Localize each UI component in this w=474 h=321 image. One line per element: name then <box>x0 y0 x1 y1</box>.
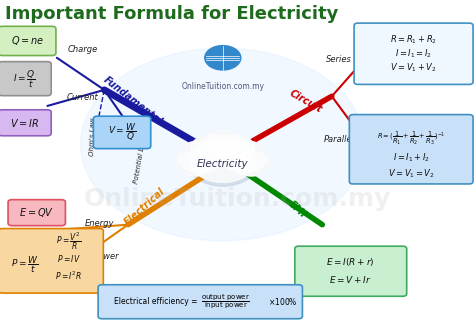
Circle shape <box>215 135 255 162</box>
Text: Parallel: Parallel <box>323 135 355 144</box>
Circle shape <box>178 141 225 173</box>
Text: $E = QV$: $E = QV$ <box>19 206 54 219</box>
FancyBboxPatch shape <box>354 23 473 84</box>
Circle shape <box>204 130 242 156</box>
Text: $P = I^2R$: $P = I^2R$ <box>55 270 82 282</box>
Text: OnlineTuition.com.my: OnlineTuition.com.my <box>181 82 264 91</box>
Text: Potential Difference: Potential Difference <box>133 115 151 184</box>
Text: $P = \dfrac{W}{t}$: $P = \dfrac{W}{t}$ <box>11 255 38 275</box>
FancyBboxPatch shape <box>349 115 473 184</box>
Text: Ohm's Law: Ohm's Law <box>89 117 96 156</box>
FancyBboxPatch shape <box>98 285 302 319</box>
Text: $R = R_1 + R_2$: $R = R_1 + R_2$ <box>390 34 437 46</box>
Text: $V = V_1 = V_2$: $V = V_1 = V_2$ <box>388 167 435 179</box>
FancyBboxPatch shape <box>0 110 51 136</box>
Text: $\dfrac{\mathrm{output\ power}}{\mathrm{input\ power}}$: $\dfrac{\mathrm{output\ power}}{\mathrm{… <box>201 293 250 311</box>
Text: Electricity: Electricity <box>197 159 248 169</box>
FancyBboxPatch shape <box>8 200 65 226</box>
Circle shape <box>220 141 268 173</box>
Circle shape <box>215 135 255 162</box>
Text: Fundamental: Fundamental <box>101 75 164 127</box>
Circle shape <box>176 152 212 176</box>
Circle shape <box>187 138 258 186</box>
Text: Electrical efficiency =: Electrical efficiency = <box>114 297 200 306</box>
Circle shape <box>191 135 231 162</box>
FancyBboxPatch shape <box>0 229 103 293</box>
FancyBboxPatch shape <box>295 246 407 296</box>
Circle shape <box>178 141 225 173</box>
Text: $V = IR$: $V = IR$ <box>10 117 39 129</box>
Text: $V = \dfrac{W}{Q}$: $V = \dfrac{W}{Q}$ <box>108 121 136 143</box>
Text: $I = I_1 + I_2$: $I = I_1 + I_2$ <box>393 152 430 164</box>
Text: $V = V_1 + V_2$: $V = V_1 + V_2$ <box>390 61 437 74</box>
Circle shape <box>220 141 268 173</box>
Text: $I = I_1 = I_2$: $I = I_1 = I_2$ <box>395 48 432 60</box>
Text: Energy: Energy <box>85 219 114 228</box>
Text: Series: Series <box>326 55 352 64</box>
Text: $Q = ne$: $Q = ne$ <box>10 34 44 48</box>
Text: Current: Current <box>67 93 99 102</box>
Circle shape <box>204 130 242 156</box>
Text: $I = \dfrac{Q}{t}$: $I = \dfrac{Q}{t}$ <box>13 68 36 90</box>
Text: Power: Power <box>94 252 119 261</box>
Circle shape <box>81 48 365 241</box>
Text: Important Formula for Electricity: Important Formula for Electricity <box>5 5 338 23</box>
Text: Electrical: Electrical <box>122 186 167 228</box>
Circle shape <box>191 139 255 182</box>
Text: $E = I(R+r)$: $E = I(R+r)$ <box>327 256 375 268</box>
Text: $R = (\dfrac{1}{R_1}+\dfrac{1}{R_2}+\dfrac{1}{R_3})^{-1}$: $R = (\dfrac{1}{R_1}+\dfrac{1}{R_2}+\dfr… <box>377 129 446 147</box>
Circle shape <box>233 152 269 176</box>
Text: Charge: Charge <box>68 45 98 54</box>
Text: $P = IV$: $P = IV$ <box>57 253 81 264</box>
Text: Circuit: Circuit <box>288 88 324 115</box>
Text: $P = \dfrac{V^2}{R}$: $P = \dfrac{V^2}{R}$ <box>56 230 82 252</box>
Text: $E = V + Ir$: $E = V + Ir$ <box>329 274 372 285</box>
Text: $\times 100\%$: $\times 100\%$ <box>268 296 298 307</box>
Circle shape <box>191 135 231 162</box>
Circle shape <box>176 152 212 176</box>
FancyBboxPatch shape <box>0 62 51 96</box>
Circle shape <box>191 139 255 182</box>
FancyBboxPatch shape <box>93 116 151 149</box>
Text: OnlineTuition.com.my: OnlineTuition.com.my <box>83 187 391 211</box>
Circle shape <box>205 46 241 70</box>
FancyBboxPatch shape <box>0 26 56 56</box>
Circle shape <box>233 152 269 176</box>
Text: EMF: EMF <box>287 199 310 222</box>
